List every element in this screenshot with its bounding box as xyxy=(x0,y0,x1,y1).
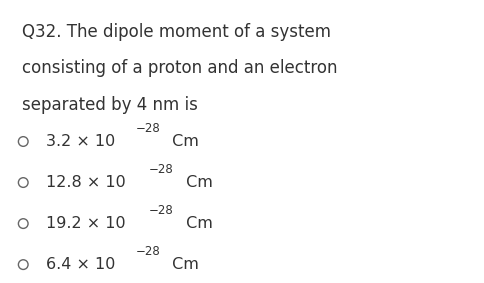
Text: −28: −28 xyxy=(149,163,174,176)
Text: Cm: Cm xyxy=(181,175,212,190)
Text: consisting of a proton and an electron: consisting of a proton and an electron xyxy=(22,59,337,78)
Text: −28: −28 xyxy=(136,122,160,135)
Text: −28: −28 xyxy=(136,245,160,258)
Text: 6.4 × 10: 6.4 × 10 xyxy=(46,257,115,272)
Text: 3.2 × 10: 3.2 × 10 xyxy=(46,134,115,149)
Text: Cm: Cm xyxy=(167,257,199,272)
Text: Cm: Cm xyxy=(167,134,199,149)
Text: 19.2 × 10: 19.2 × 10 xyxy=(46,216,126,231)
Text: −28: −28 xyxy=(149,204,173,217)
Text: separated by 4 nm is: separated by 4 nm is xyxy=(22,96,197,114)
Text: Q32. The dipole moment of a system: Q32. The dipole moment of a system xyxy=(22,23,331,41)
Text: Cm: Cm xyxy=(181,216,212,231)
Text: 12.8 × 10: 12.8 × 10 xyxy=(46,175,126,190)
